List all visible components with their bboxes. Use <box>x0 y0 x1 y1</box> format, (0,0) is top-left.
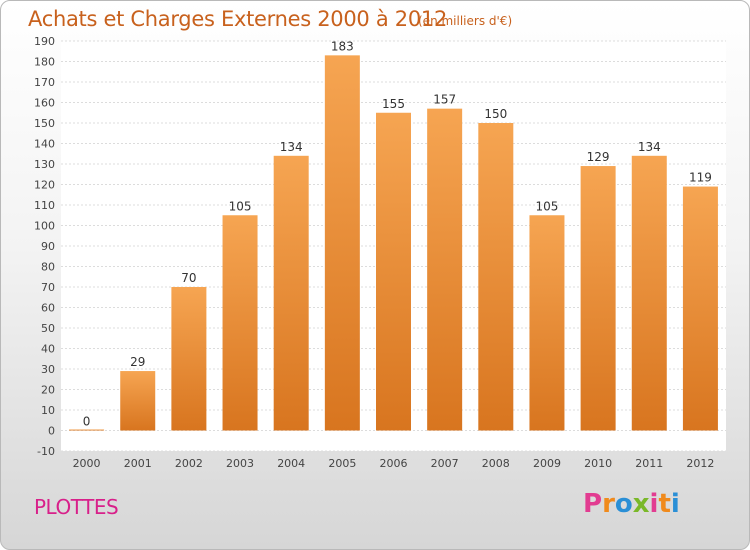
y-tick-label: 40 <box>41 343 55 356</box>
y-tick-label: 190 <box>34 35 55 48</box>
bar-2002 <box>171 287 207 431</box>
y-tick-label: 130 <box>34 158 55 171</box>
bar-value-label: 0 <box>83 415 91 429</box>
bar-value-label: 155 <box>382 97 405 111</box>
x-axis-ticks: 2000 2001 2002 2003 2004 2005 2006 2007 2008 2009… <box>73 457 715 470</box>
bar-2007 <box>427 108 463 431</box>
y-tick-label: 70 <box>41 281 55 294</box>
x-tick-label: 2007 <box>431 457 459 470</box>
y-tick-label: 170 <box>34 76 55 89</box>
logo-letter: i <box>670 489 680 519</box>
y-axis-ticks: -10 0 10 20 30 40 50 60 70 80 90 100 110 120 130 140 150… <box>34 35 55 458</box>
bar-value-label: 105 <box>229 199 252 213</box>
x-tick-label: 2005 <box>328 457 356 470</box>
bar-value-label: 70 <box>181 271 196 285</box>
bar-2000 <box>69 429 105 431</box>
bar-2009 <box>529 215 565 431</box>
y-tick-label: 150 <box>34 117 55 130</box>
bar-2003 <box>222 215 258 431</box>
x-tick-label: 2003 <box>226 457 254 470</box>
x-tick-label: 2012 <box>686 457 714 470</box>
bar-value-label: 150 <box>484 107 507 121</box>
bar-2005 <box>324 55 360 431</box>
bar-value-label: 29 <box>130 355 145 369</box>
bar-2010 <box>580 166 616 431</box>
x-tick-label: 2009 <box>533 457 561 470</box>
x-tick-label: 2001 <box>124 457 152 470</box>
x-tick-label: 2004 <box>277 457 305 470</box>
x-tick-label: 2000 <box>73 457 101 470</box>
y-tick-label: 90 <box>41 240 55 253</box>
bars: 0 29 70 105 134 183 155 157 150 105 129 134 119 <box>69 39 718 431</box>
bar-2006 <box>376 112 411 431</box>
x-tick-label: 2006 <box>380 457 408 470</box>
logo-letter: o <box>614 489 633 519</box>
bar-2004 <box>273 155 309 431</box>
y-tick-label: 140 <box>34 138 55 151</box>
y-tick-label: -10 <box>37 445 55 458</box>
x-tick-label: 2002 <box>175 457 203 470</box>
y-tick-label: 60 <box>41 302 55 315</box>
logo-letter: x <box>632 489 650 519</box>
bar-value-label: 129 <box>587 150 610 164</box>
bar-value-label: 134 <box>638 140 661 154</box>
bar-2012 <box>682 186 718 431</box>
logo-letter: r <box>602 489 615 519</box>
bar-value-label: 183 <box>331 39 354 53</box>
x-tick-label: 2011 <box>635 457 663 470</box>
y-tick-label: 80 <box>41 261 55 274</box>
y-tick-label: 120 <box>34 179 55 192</box>
logo-letter: t <box>658 489 671 519</box>
bar-2008 <box>478 123 514 431</box>
y-tick-label: 110 <box>34 199 55 212</box>
y-tick-label: 50 <box>41 322 55 335</box>
y-tick-label: 100 <box>34 220 55 233</box>
logo-letter: P <box>583 489 603 519</box>
y-tick-label: 30 <box>41 363 55 376</box>
y-tick-label: 20 <box>41 384 55 397</box>
y-tick-label: 0 <box>48 425 55 438</box>
logo-letter: i <box>649 489 659 519</box>
x-tick-label: 2010 <box>584 457 612 470</box>
bar-value-label: 134 <box>280 140 303 154</box>
bar-2011 <box>631 155 667 431</box>
chart-subtitle: (en milliers d'€) <box>418 14 513 28</box>
bar-value-label: 105 <box>536 199 559 213</box>
chart-title: Achats et Charges Externes 2000 à 2012 <box>28 7 448 31</box>
bar-value-label: 119 <box>689 171 712 185</box>
commune-name: PLOTTES <box>34 495 119 519</box>
y-tick-label: 160 <box>34 97 55 110</box>
bar-value-label: 157 <box>433 93 456 107</box>
x-tick-label: 2008 <box>482 457 510 470</box>
y-tick-label: 10 <box>41 404 55 417</box>
y-tick-label: 180 <box>34 56 55 69</box>
bar-2001 <box>120 371 156 431</box>
proxiti-logo: Proxiti <box>583 489 680 519</box>
